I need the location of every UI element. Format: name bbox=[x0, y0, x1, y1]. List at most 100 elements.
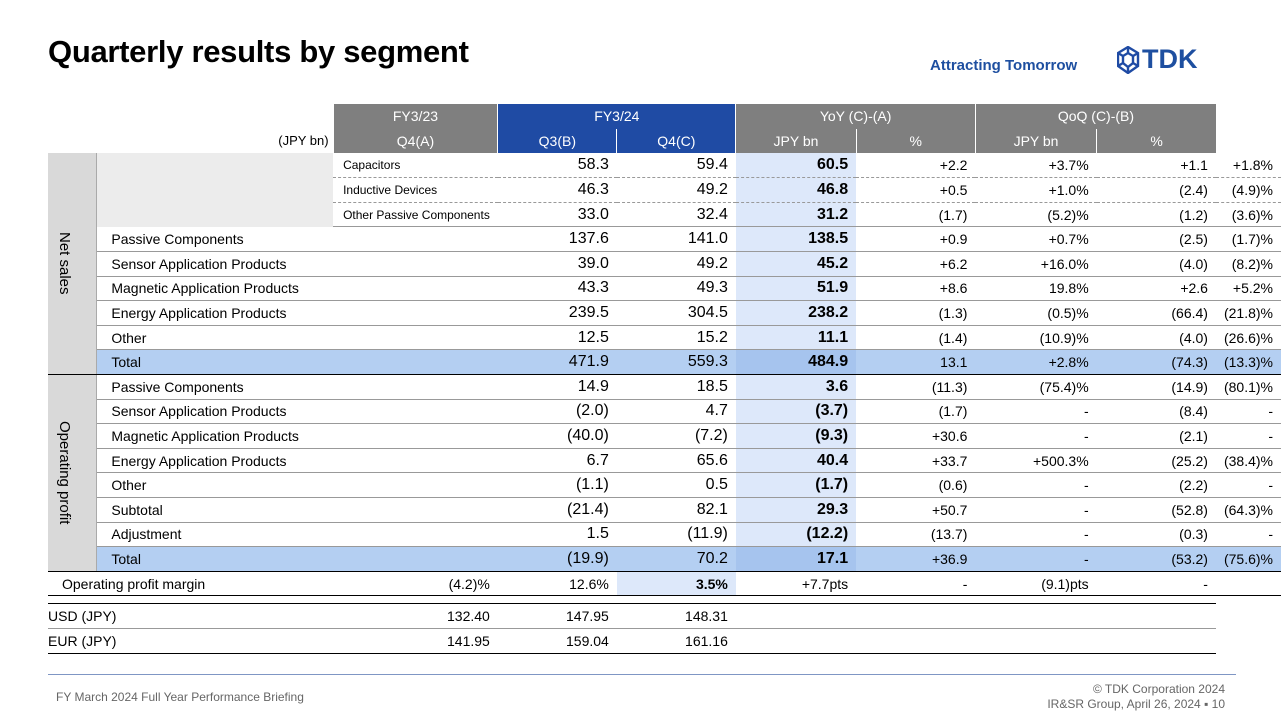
cell-a: 239.5 bbox=[497, 300, 617, 326]
cell-yoy_pct: - bbox=[975, 423, 1097, 449]
operating-profit-section-label: Operating profit bbox=[48, 374, 98, 572]
cell-yoy: +0.5 bbox=[856, 177, 976, 203]
cell-b: 82.1 bbox=[616, 497, 736, 523]
cell-yoy_pct: 19.8% bbox=[975, 276, 1097, 302]
cell-qoq_pct: (3.6)% bbox=[1215, 202, 1281, 228]
row-label: Capacitors bbox=[333, 153, 498, 179]
cell-yoy: +50.7 bbox=[856, 497, 976, 523]
table-row: Magnetic Application Products 43.3 49.3 51.… bbox=[48, 276, 1281, 302]
cell-yoy: (13.7) bbox=[856, 522, 976, 548]
fx-empty bbox=[735, 603, 1216, 629]
footer-copyright: © TDK Corporation 2024 bbox=[1092, 682, 1225, 696]
table-row: Passive Components 137.6 141.0 138.5 +0.9 +0.… bbox=[48, 226, 1281, 253]
cell-qoq: (66.4) bbox=[1096, 300, 1216, 326]
cell-yoy: +8.6 bbox=[856, 276, 976, 302]
footer-divider bbox=[48, 674, 1236, 675]
cell-yoy: +30.6 bbox=[856, 423, 976, 449]
cell-a: 12.5 bbox=[497, 325, 617, 351]
header-row-columns: (JPY bn) Q4(A) Q3(B) Q4(C) JPY bn% JPY bn% bbox=[48, 128, 1281, 154]
cell-yoy_pct: (75.4)% bbox=[975, 374, 1097, 400]
cell-c: (1.7) bbox=[735, 472, 857, 498]
cell-a: 43.3 bbox=[497, 276, 617, 302]
fx-empty bbox=[735, 628, 1216, 654]
cell-c: (3.7) bbox=[735, 399, 857, 425]
cell-qoq: (53.2) bbox=[1096, 546, 1216, 572]
row-label: Other bbox=[96, 325, 498, 351]
cell-qoq_pct: - bbox=[1215, 399, 1281, 425]
cell-a: 6.7 bbox=[497, 448, 617, 474]
cell-qoq: (1.2) bbox=[1096, 202, 1216, 228]
cell-qoq_pct: - bbox=[1215, 423, 1281, 449]
cell-a: (1.1) bbox=[497, 472, 617, 498]
col-header: Q4(C) bbox=[616, 128, 736, 154]
header-fy3-23: FY3/23 bbox=[332, 104, 498, 129]
header-qoq: QoQ (C)-(B) bbox=[974, 104, 1216, 129]
fx-a: 141.95 bbox=[333, 628, 498, 654]
cell-b: 141.0 bbox=[616, 226, 736, 253]
cell-a: (40.0) bbox=[497, 423, 617, 449]
operating-profit-label: Operating profit bbox=[56, 421, 73, 525]
cell-b: 559.3 bbox=[616, 349, 736, 375]
cell-qoq_pct: (21.8)% bbox=[1215, 300, 1281, 326]
cell-qoq: (14.9) bbox=[1096, 374, 1216, 400]
table-row: Magnetic Application Products (40.0) (7.2)… bbox=[48, 423, 1281, 449]
margin-c: 3.5% bbox=[616, 571, 736, 596]
cell-qoq_pct: (8.2)% bbox=[1215, 251, 1281, 277]
cell-yoy: +6.2 bbox=[856, 251, 976, 277]
cell-qoq_pct: (38.4)% bbox=[1215, 448, 1281, 474]
table-row: Operating profit Passive Components 14.9 18… bbox=[48, 374, 1281, 572]
cell-qoq: (0.3) bbox=[1096, 522, 1216, 548]
row-label: Adjustment bbox=[96, 522, 498, 548]
cell-b: 49.3 bbox=[616, 276, 736, 302]
cell-c: 40.4 bbox=[735, 448, 857, 474]
tagline: Attracting Tomorrow bbox=[930, 57, 1078, 74]
cell-c: 51.9 bbox=[735, 276, 857, 302]
fx-c: 148.31 bbox=[616, 603, 736, 629]
row-label: Magnetic Application Products bbox=[96, 276, 498, 302]
cell-yoy: (1.7) bbox=[856, 202, 976, 228]
row-label: Total bbox=[96, 349, 498, 375]
cell-a: 46.3 bbox=[497, 177, 617, 203]
table-row: Subtotal (21.4) 82.1 29.3 +50.7- (52.8) (64.3)… bbox=[48, 497, 1281, 523]
cell-qoq: (4.0) bbox=[1096, 325, 1216, 351]
margin-yoy_pct: - bbox=[962, 575, 968, 592]
cell-yoy_pct: - bbox=[975, 472, 1097, 498]
cell-a: 39.0 bbox=[497, 251, 617, 277]
fx-b: 147.95 bbox=[497, 603, 617, 629]
col-header: % bbox=[1096, 128, 1216, 154]
cell-yoy: (1.7) bbox=[856, 399, 976, 425]
header-fy3-24: FY3/24 bbox=[497, 104, 736, 129]
cell-yoy_pct: - bbox=[975, 399, 1097, 425]
table-row: Sensor Application Products (2.0) 4.7 (3.7)… bbox=[48, 399, 1281, 425]
cell-yoy_pct: +3.7% bbox=[975, 153, 1097, 179]
cell-qoq_pct: (80.1)% bbox=[1215, 374, 1281, 400]
cell-a: 471.9 bbox=[497, 349, 617, 375]
cell-c: 11.1 bbox=[735, 325, 857, 351]
cell-c: (12.2) bbox=[735, 522, 857, 548]
cell-qoq: +2.6 bbox=[1096, 276, 1216, 302]
cell-qoq: (2.4) bbox=[1096, 177, 1216, 203]
indent-cell bbox=[96, 153, 334, 178]
cell-yoy: (11.3) bbox=[856, 374, 976, 400]
cell-b: 18.5 bbox=[616, 374, 736, 400]
fx-b: 159.04 bbox=[497, 628, 617, 654]
tdk-logo-icon bbox=[1117, 46, 1140, 74]
cell-c: 31.2 bbox=[735, 202, 857, 228]
cell-b: (11.9) bbox=[616, 522, 736, 548]
cell-qoq: (4.0) bbox=[1096, 251, 1216, 277]
footer-group: IR&SR Group, April 26, 2024 ▪ 10 bbox=[1047, 697, 1225, 711]
cell-yoy_pct: +0.7% bbox=[975, 226, 1097, 253]
table-row: Net sales Capacitors 58.3 59.4 60.5 +2.2 +3.7%… bbox=[48, 153, 1281, 376]
cell-qoq_pct: +1.8% bbox=[1215, 153, 1281, 179]
cell-yoy_pct: (0.5)% bbox=[975, 300, 1097, 326]
row-label: Sensor Application Products bbox=[96, 251, 498, 277]
margin-a: (4.2)% bbox=[448, 575, 490, 592]
col-header: Q4(A) bbox=[332, 128, 498, 154]
cell-b: 15.2 bbox=[616, 325, 736, 351]
cell-b: 4.7 bbox=[616, 399, 736, 425]
cell-c: 60.5 bbox=[735, 153, 857, 179]
cell-yoy_pct: (10.9)% bbox=[975, 325, 1097, 351]
cell-qoq_pct: (13.3)% bbox=[1215, 349, 1281, 375]
header-blank bbox=[48, 104, 97, 129]
cell-qoq: (2.2) bbox=[1096, 472, 1216, 498]
